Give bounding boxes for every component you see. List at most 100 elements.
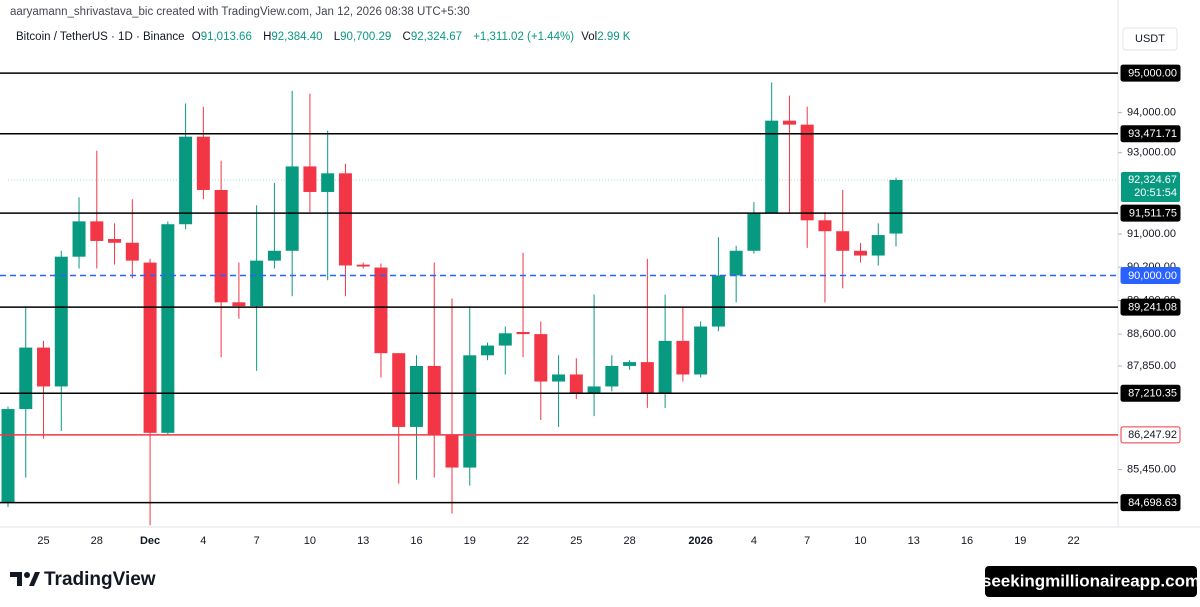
candle-body [853, 250, 867, 256]
x-tick-label: 22 [1067, 535, 1079, 547]
candle-body [800, 124, 814, 221]
level-label-box [1120, 64, 1181, 82]
candle-body [427, 365, 441, 435]
y-tick-label: 94,000.00 [1127, 107, 1176, 119]
level-label-box [1120, 204, 1181, 222]
candle-body [72, 221, 86, 257]
ohlc-value: 91,013.66 [200, 31, 252, 43]
candle-body [782, 120, 796, 125]
candle-body [747, 213, 761, 251]
candle-body [108, 239, 122, 243]
candle-body [534, 334, 548, 382]
candle-body [267, 250, 281, 261]
level-label: 91,511.75 [1129, 208, 1177, 220]
x-tick-label: 13 [357, 535, 369, 547]
x-tick-label: 19 [464, 535, 476, 547]
y-tick-label: 93,000.00 [1127, 147, 1176, 159]
x-tick-label: 13 [908, 535, 920, 547]
logo-text: TradingView [44, 569, 156, 590]
logo-icon [24, 572, 30, 578]
watermark: seekingmillionaireapp.com [982, 571, 1200, 590]
candle-body [54, 256, 68, 387]
candle-body [569, 374, 583, 394]
x-tick-label: 25 [37, 535, 49, 547]
candle-body [445, 434, 459, 468]
level-label: 87,210.35 [1128, 388, 1177, 400]
candle-body [179, 136, 193, 225]
ohlc-value: 90,700.29 [340, 31, 392, 43]
x-tick-label: 28 [91, 535, 103, 547]
currency-button[interactable] [1122, 27, 1178, 51]
ohlc-key: H [263, 31, 272, 43]
ohlc-item: O91,013.66 [192, 31, 256, 43]
candle-body [871, 235, 885, 256]
volume-key: Vol [581, 31, 598, 43]
x-tick-label: Dec [140, 535, 160, 547]
level-label-box [1120, 426, 1181, 444]
candle-body [19, 347, 33, 410]
x-tick-label: 10 [854, 535, 866, 547]
candle-body [392, 353, 406, 427]
level-label-box [1120, 125, 1181, 143]
ohlc-item: H92,384.40 [263, 31, 326, 43]
candle-body [321, 173, 335, 192]
ohlc-value: 92,384.40 [271, 31, 323, 43]
candle-body [836, 231, 850, 251]
level-label: 93,471.71 [1128, 128, 1177, 140]
y-tick-label: 85,450.00 [1127, 464, 1176, 476]
legend: Bitcoin / TetherUS · 1D · Binance O91,01… [16, 31, 638, 43]
y-tick-label: 88,600.00 [1127, 328, 1176, 340]
candle-body [356, 264, 370, 267]
candle-body [250, 260, 264, 307]
candle-body [1, 409, 15, 503]
last-price-label: 92,324.67 [1128, 174, 1177, 186]
change: +1,311.02 (+1.44%) [473, 31, 575, 43]
candle-body [587, 386, 601, 394]
candle-body [765, 120, 779, 214]
level-label-box [1120, 384, 1181, 402]
x-tick-label: 7 [254, 535, 260, 547]
candle-body [694, 326, 708, 375]
candle-body [214, 189, 228, 303]
attribution: aaryamann_shrivastava_bic created with T… [10, 6, 470, 18]
candle-body [338, 173, 352, 266]
y-tick-label: 87,850.00 [1127, 360, 1176, 372]
candle-body [676, 340, 690, 375]
level-label: 84,698.63 [1128, 497, 1177, 509]
level-label: 86,247.92 [1128, 429, 1177, 441]
candle-body [640, 362, 654, 394]
candle-body [196, 136, 210, 190]
candle-body [623, 362, 637, 366]
level-label: 95,000.00 [1128, 67, 1177, 79]
currency[interactable]: USDT [1135, 33, 1165, 45]
candle-body [463, 355, 477, 468]
x-tick-label: 7 [804, 535, 810, 547]
x-tick-label: 19 [1014, 535, 1026, 547]
volume: Vol2.99 K [581, 31, 634, 43]
candle-body [125, 242, 139, 261]
logo-icon [29, 572, 40, 586]
x-tick-label: 28 [623, 535, 635, 547]
candle-body [285, 166, 299, 251]
candle-body [729, 250, 743, 276]
candle-body [303, 166, 317, 192]
ohlc-item: C92,324.67 [403, 31, 466, 43]
candle-body [516, 332, 530, 335]
candle-body [552, 374, 566, 382]
ohlc-value: 92,324.67 [410, 31, 463, 43]
x-tick-label: 10 [304, 535, 316, 547]
x-tick-label: 4 [200, 535, 206, 547]
candle-body [90, 221, 104, 241]
x-tick-label: 2026 [688, 535, 712, 547]
ohlc-key: O [191, 31, 201, 43]
symbol: Bitcoin / TetherUS · 1D · Binance [16, 31, 185, 43]
tradingview-logo: TradingView [10, 569, 156, 590]
level-label: 90,000.00 [1128, 270, 1177, 282]
countdown: 20:51:54 [1134, 187, 1177, 199]
candle-body [232, 302, 246, 307]
level-label-box [1120, 266, 1181, 284]
ohlc-item: L90,700.29 [334, 31, 396, 43]
candle-body [658, 340, 672, 394]
